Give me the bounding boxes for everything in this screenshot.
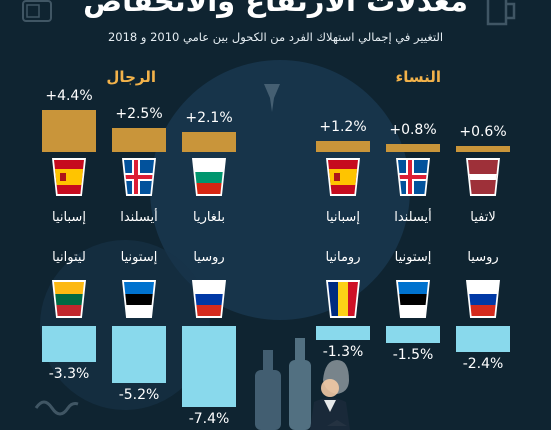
women-increase-label: +0.6% xyxy=(459,124,507,141)
men-decrease-label: -5.2% xyxy=(118,387,160,404)
corkscrew-icon xyxy=(34,400,79,416)
women-decrease-cup xyxy=(466,280,500,318)
men-increase-bar xyxy=(42,110,96,152)
women-increase-bar xyxy=(316,140,370,152)
men-decrease-country: إستونيا xyxy=(120,250,158,265)
iceland-flag xyxy=(124,160,154,194)
radio-icon xyxy=(22,0,52,22)
estonia-flag xyxy=(124,282,154,316)
women-increase-cup xyxy=(396,158,430,196)
latvia-flag xyxy=(468,160,498,194)
romania-flag xyxy=(328,282,358,316)
women-decrease-label: -1.5% xyxy=(392,346,434,363)
men-decrease-country: ليتوانيا xyxy=(52,250,86,265)
iceland-flag xyxy=(398,160,428,194)
glass-icon xyxy=(264,84,280,112)
chart-subtitle: التغيير في إجمالي استهلاك الفرد من الكحو… xyxy=(107,30,444,44)
men-increase-country: أيسلندا xyxy=(120,210,158,225)
men-decrease-label: -3.3% xyxy=(48,366,90,383)
women-decrease-bar xyxy=(456,326,510,353)
women-increase-country: إسبانيا xyxy=(326,210,360,225)
men-decrease-label: -7.4% xyxy=(188,411,230,428)
men-decrease-cup xyxy=(52,280,86,318)
women-increase-cup xyxy=(466,158,500,196)
men-decrease-bar xyxy=(42,326,96,363)
women-decrease-bar xyxy=(386,326,440,343)
men-decrease-country: روسيا xyxy=(193,250,225,265)
bulgaria-flag xyxy=(194,160,224,194)
women-decrease-label: -2.4% xyxy=(462,356,504,373)
bartender-illustration xyxy=(310,379,350,430)
women-increase-country: لاتفيا xyxy=(470,210,496,225)
men-increase-cup xyxy=(192,158,226,196)
men-increase-bar xyxy=(182,132,236,152)
men-increase-bar xyxy=(112,128,166,152)
men-increase-label: +4.4% xyxy=(45,88,93,105)
men-decrease-cup xyxy=(192,280,226,318)
spain-flag xyxy=(54,160,84,194)
spain-flag xyxy=(328,160,358,194)
women-decrease-country: إستونيا xyxy=(394,250,432,265)
men-increase-country: إسبانيا xyxy=(52,210,86,225)
men-decrease-cup xyxy=(122,280,156,318)
women-decrease-cup xyxy=(396,280,430,318)
russia-flag xyxy=(468,282,498,316)
women-decrease-country: رومانيا xyxy=(325,250,361,265)
women-increase-label: +0.8% xyxy=(389,122,437,139)
men-decrease-bar xyxy=(112,326,166,384)
men-increase-cup xyxy=(122,158,156,196)
women-decrease-country: روسيا xyxy=(467,250,499,265)
women-decrease-bar xyxy=(316,326,370,341)
men-group-label: الرجال xyxy=(106,68,156,86)
women-increase-label: +1.2% xyxy=(319,118,367,135)
men-increase-label: +2.1% xyxy=(185,110,233,127)
women-decrease-cup xyxy=(326,280,360,318)
men-increase-label: +2.5% xyxy=(115,106,163,123)
women-group-label: النساء xyxy=(395,68,441,86)
estonia-flag xyxy=(398,282,428,316)
women-decrease-label: -1.3% xyxy=(322,344,364,361)
russia-flag xyxy=(194,282,224,316)
men-increase-country: بلغاريا xyxy=(192,210,225,225)
lithuania-flag xyxy=(54,282,84,316)
women-increase-bar xyxy=(456,146,510,152)
men-increase-cup xyxy=(52,158,86,196)
men-decrease-bar xyxy=(182,326,236,408)
women-increase-country: أيسلندا xyxy=(394,210,432,225)
women-increase-bar xyxy=(386,144,440,152)
women-increase-cup xyxy=(326,158,360,196)
beer-mug-icon xyxy=(486,0,516,26)
chart-title: معدلات الارتفاع والانخفاض xyxy=(83,0,468,18)
